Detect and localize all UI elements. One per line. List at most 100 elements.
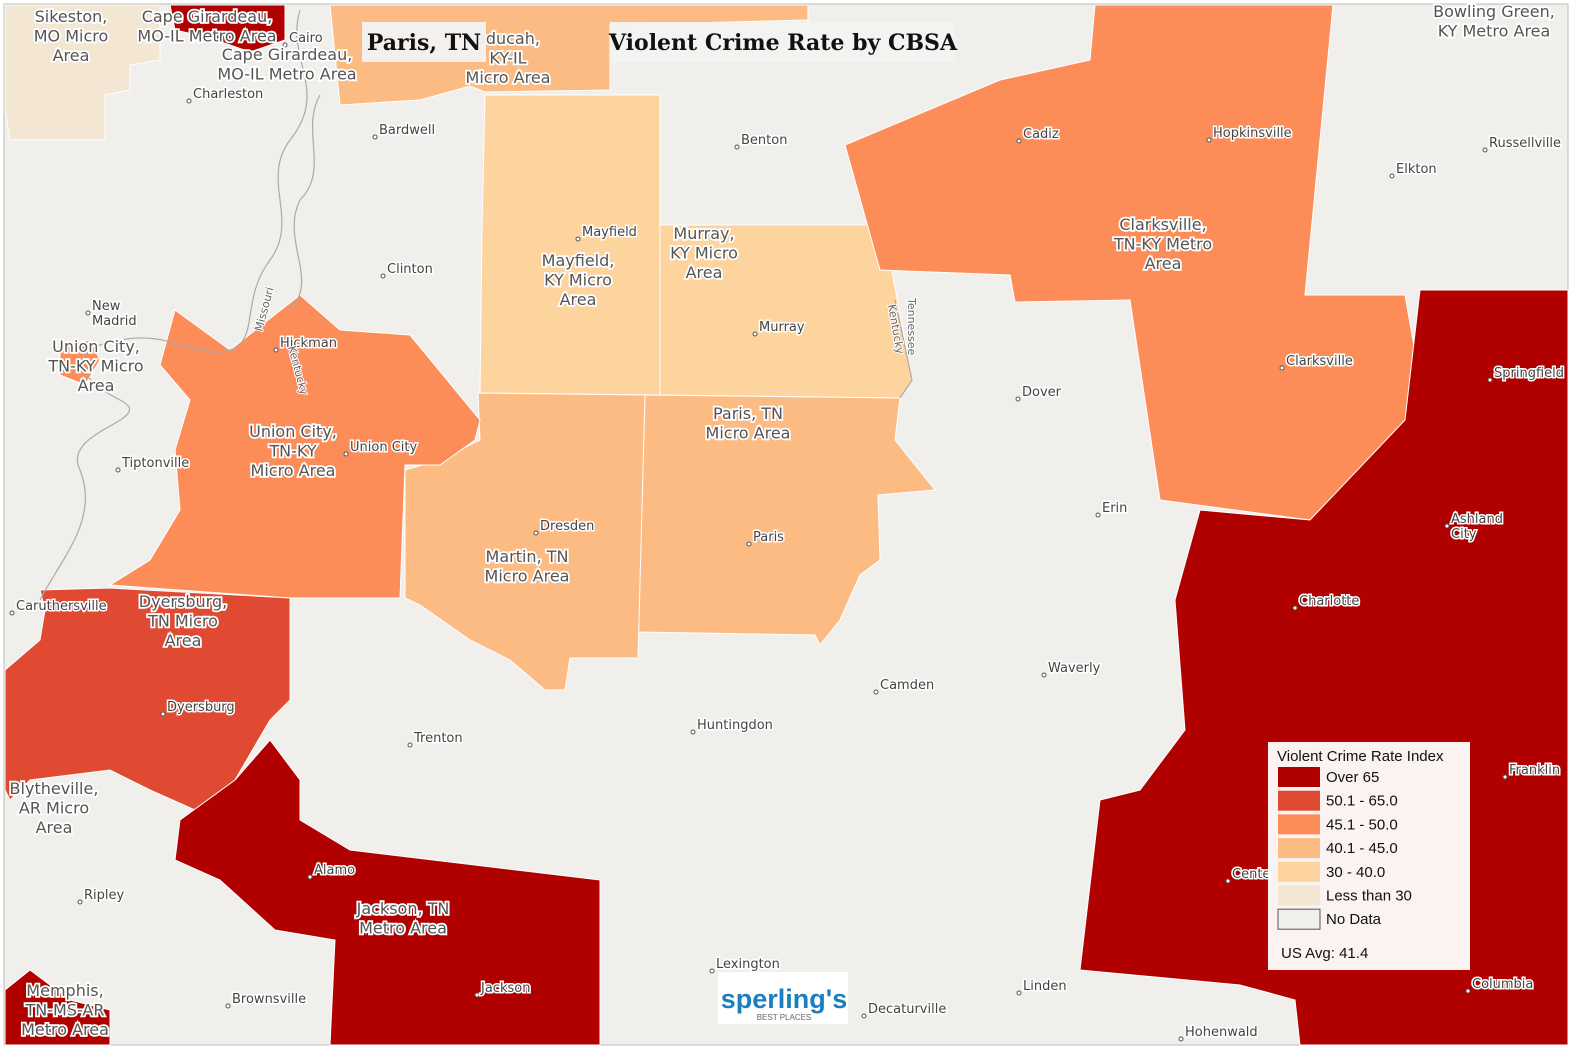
- place-label: Camden: [880, 678, 934, 693]
- place-label: Waverly: [1048, 661, 1101, 676]
- cbsa-label: KY Micro: [544, 271, 612, 290]
- place-dot: [115, 467, 121, 473]
- place-label: Murray: [759, 320, 805, 335]
- place-dot: [407, 742, 413, 748]
- cbsa-label: Sikeston,: [35, 7, 108, 26]
- cbsa-label: Memphis,: [26, 981, 103, 1000]
- cbsa-label: Paris, TN: [713, 404, 783, 423]
- place-label: Cairo: [289, 31, 323, 46]
- place-dot: [225, 1003, 231, 1009]
- place-label: Ashland: [1451, 512, 1503, 527]
- legend-swatch: [1278, 861, 1320, 882]
- place-dot: [873, 689, 879, 695]
- place-dot: [709, 968, 715, 974]
- place-dot: [77, 899, 83, 905]
- place-label: Brownsville: [232, 992, 306, 1007]
- cbsa-label: MO-IL Metro Area: [137, 27, 276, 46]
- place-label: New: [92, 299, 121, 314]
- cbsa-label: KY Micro: [670, 244, 738, 263]
- place-label: Dover: [1022, 385, 1062, 400]
- place-label: Caruthersville: [16, 599, 107, 614]
- legend-swatch: [1278, 885, 1320, 906]
- cbsa-region: [4, 4, 161, 141]
- cbsa-label: Clarksville,: [1119, 215, 1206, 234]
- place-label: Russellville: [1489, 136, 1561, 151]
- place-label: Hickman: [280, 336, 337, 351]
- place-label: Columbia: [1472, 977, 1533, 992]
- cbsa-label: Jackson, TN: [356, 899, 450, 918]
- state-label: Tennessee: [905, 297, 918, 356]
- cbsa-label: MO-IL Metro Area: [217, 65, 356, 84]
- logo-name: sperling's: [721, 984, 847, 1014]
- place-dot: [372, 134, 378, 140]
- place-dot: [1482, 147, 1488, 153]
- place-label: Bardwell: [379, 123, 435, 138]
- legend-label: 30 - 40.0: [1326, 864, 1385, 881]
- cbsa-region: [108, 294, 481, 599]
- place-label: Paris: [753, 530, 784, 545]
- box: [362, 22, 486, 62]
- place-dot: [575, 236, 581, 242]
- place-dot: [380, 273, 386, 279]
- place-label: Madrid: [92, 314, 137, 329]
- place-dot: [9, 610, 15, 616]
- boundaries: [39, 9, 913, 601]
- place-label: Union City: [350, 440, 417, 455]
- cbsa-label: Mayfield,: [542, 251, 615, 270]
- place-dot: [533, 530, 539, 536]
- cbsa-label: Union City,: [249, 422, 337, 441]
- location: Paris, TN: [367, 30, 481, 56]
- cbsa-region: [479, 94, 661, 396]
- place-label: Huntingdon: [697, 718, 773, 733]
- title-box: Violent Crime Rate by CBSA: [608, 22, 958, 62]
- cbsa-label: Cape Girardeau,: [222, 45, 353, 64]
- place-dot: [746, 541, 752, 547]
- place-label: Clinton: [387, 262, 433, 277]
- location-box: Paris, TN: [362, 22, 486, 62]
- place-dot: [1292, 605, 1298, 611]
- cbsa-label: Area: [1145, 254, 1182, 273]
- box: [610, 22, 955, 62]
- place-label: Ripley: [84, 888, 125, 903]
- place-label: Hopkinsville: [1213, 126, 1292, 141]
- place-label: Alamo: [314, 863, 355, 878]
- place-dot: [474, 992, 480, 998]
- river: [39, 9, 308, 601]
- place-dot: [1487, 377, 1493, 383]
- cbsa-label: TN-KY Metro: [1113, 235, 1212, 254]
- place-dot: [307, 874, 313, 880]
- cbsa-label: Area: [78, 376, 115, 395]
- labels: Charleston Cairo Bardwell Benton Cadiz Hopkin…: [8, 0, 1566, 1042]
- legend-label: 40.1 - 45.0: [1326, 840, 1398, 857]
- legend-swatch: [1278, 767, 1320, 787]
- cbsa-label: Metro Area: [359, 919, 447, 938]
- legend: Violent Crime Rate Index US Avg: 41.4 Ov…: [1268, 742, 1470, 970]
- place-label: Cadiz: [1023, 127, 1059, 142]
- cbsa-label: Blytheville,: [10, 779, 99, 798]
- river: [289, 94, 321, 311]
- cbsa-label: AR Micro: [19, 799, 89, 818]
- place-dot: [1095, 512, 1101, 518]
- logo-tagline: BEST PLACES: [757, 1013, 812, 1022]
- place-dot: [85, 310, 91, 316]
- cbsa-label: TN-KY: [268, 442, 316, 461]
- place-dot: [186, 98, 192, 104]
- place-label: Erin: [1102, 501, 1127, 516]
- place-dot: [1225, 878, 1231, 884]
- place-dot: [273, 347, 279, 353]
- cbsa-label: Area: [36, 818, 73, 837]
- place-dot: [1389, 173, 1395, 179]
- legend-label: 50.1 - 65.0: [1326, 793, 1398, 810]
- place-dot: [282, 42, 288, 48]
- cbsa-label: KY-IL: [489, 49, 526, 68]
- cbsa-label: Area: [686, 263, 723, 282]
- legend-swatch: [1278, 814, 1320, 835]
- regions: [4, 4, 1569, 1046]
- place-label: City: [1451, 527, 1477, 542]
- place-label: Dresden: [540, 519, 594, 534]
- cbsa-region: [637, 394, 936, 646]
- cbsa-label: KY Metro Area: [1438, 22, 1551, 41]
- state-boundary: [894, 299, 913, 399]
- cbsa-label: MO Micro: [34, 27, 109, 46]
